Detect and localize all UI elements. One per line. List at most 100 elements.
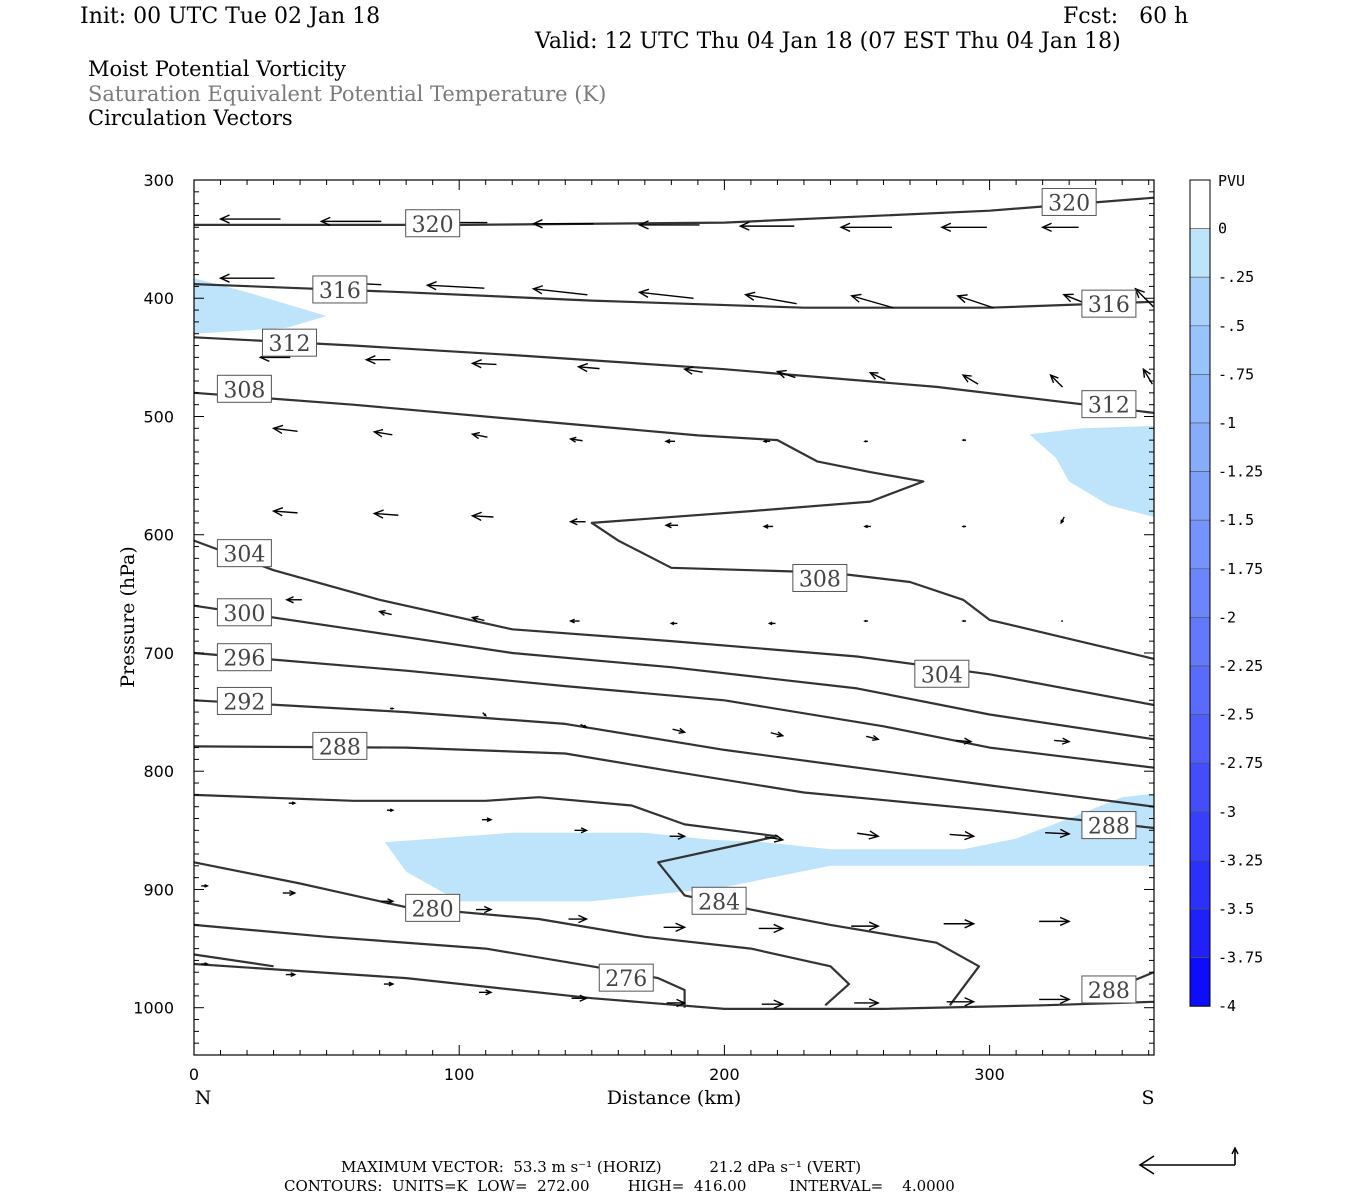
colorbar-band [1189, 665, 1211, 715]
colorbar-band [1189, 617, 1211, 667]
circulation-vector [1040, 222, 1079, 232]
circulation-vector [663, 922, 687, 932]
colorbar-band [1189, 276, 1211, 327]
circulation-vector [743, 291, 797, 305]
init-time: Init: 00 UTC Tue 02 Jan 18 [80, 4, 381, 29]
contour-label: 316 [1081, 289, 1137, 318]
circulation-vector [568, 914, 589, 924]
y-tick-label: 700 [143, 644, 174, 663]
circulation-vector [470, 431, 488, 440]
colorbar-label: -2.75 [1218, 754, 1263, 772]
circulation-vector [672, 727, 687, 734]
circulation-vector [271, 424, 298, 435]
circulation-vector [285, 972, 297, 978]
svg-text:312: 312 [268, 332, 310, 357]
title-line-1: Moist Potential Vorticity [88, 57, 346, 81]
circulation-vector [574, 827, 589, 834]
x-tick-label: 0 [189, 1065, 199, 1084]
colorbar-band [1189, 471, 1211, 521]
circulation-vector [738, 221, 795, 231]
contour-label: 276 [598, 963, 654, 992]
theta-contour-280 [193, 861, 851, 1007]
theta-contour-284 [193, 793, 981, 1006]
circulation-vector [580, 723, 589, 729]
valid-time: Valid: 12 UTC Thu 04 Jan 18 (07 EST Thu … [535, 29, 1121, 54]
colorbar-label: -1.75 [1218, 560, 1263, 578]
circulation-vector [664, 522, 679, 529]
pv-shaded-region [384, 793, 1154, 902]
colorbar: PVU 0 -.25 -.5 -.75 -1 -1.25 -1.5 -1.75 -2 -2.25 -2… [1189, 172, 1263, 1015]
pv-shaded-region [194, 278, 327, 334]
title-line-3: Circulation Vectors [88, 106, 293, 130]
circulation-vector [854, 998, 880, 1008]
circulation-vector [389, 707, 395, 710]
circulation-vector [383, 981, 395, 987]
axis-layer: 300 400 500 600 700 800 900 1000 0 100 200 300 [133, 171, 1154, 1084]
circulation-vector [1054, 737, 1071, 745]
svg-text:316: 316 [1088, 293, 1130, 318]
x-tick-label: 100 [444, 1065, 475, 1084]
contour-label: 320 [1041, 187, 1097, 216]
contour-label: 304 [216, 539, 272, 568]
contour-label: 288 [312, 731, 368, 760]
circulation-vector [1045, 828, 1071, 839]
contour-label-layer: 3203203163163123123083083043043002962922… [216, 187, 1137, 1004]
circulation-vector [669, 832, 687, 840]
svg-text:320: 320 [1048, 191, 1090, 216]
circulation-vector [271, 507, 298, 517]
svg-text:284: 284 [698, 890, 740, 915]
theta-contour-300 [193, 604, 1155, 741]
theta-contour-316 [193, 283, 1155, 309]
colorbar-label: -2 [1218, 608, 1236, 626]
circulation-vector [943, 919, 976, 929]
svg-text:312: 312 [1088, 394, 1130, 419]
circulation-vector [1060, 516, 1065, 525]
circulation-vector [770, 731, 785, 738]
circulation-vector [470, 359, 497, 369]
circulation-vector [637, 288, 694, 300]
circulation-vector [961, 619, 967, 623]
colorbar-label: -1 [1218, 414, 1236, 432]
colorbar-band [1189, 179, 1211, 229]
contour-label: 316 [312, 275, 368, 304]
colorbar-label: -3.25 [1218, 851, 1263, 869]
circulation-vector [1039, 994, 1071, 1005]
theta-contour-292 [193, 699, 1155, 808]
circulation-vector [319, 216, 382, 227]
colorbar-band [1189, 908, 1211, 958]
colorbar-band [1189, 519, 1211, 570]
colorbar-band [1189, 762, 1211, 813]
theta-contour-288 [193, 962, 1155, 1010]
y-tick-label: 1000 [133, 999, 174, 1018]
y-tick-label: 800 [143, 762, 174, 781]
circulation-vector [762, 523, 774, 529]
circulation-vector [568, 618, 580, 624]
circulation-vector [857, 830, 880, 840]
contour-label: 312 [1081, 390, 1137, 419]
circulation-vector [1039, 916, 1071, 927]
circulation-vector [961, 438, 967, 442]
circulation-vector [380, 898, 395, 905]
circulation-vector [372, 509, 399, 519]
colorbar-band [1189, 228, 1211, 278]
circulation-vector [762, 439, 771, 444]
circulation-vector [476, 905, 493, 914]
circulation-vector [288, 801, 297, 805]
circulation-vector [571, 994, 589, 1002]
contour-label: 300 [216, 598, 272, 627]
colorbar-label: -2.25 [1218, 657, 1263, 675]
svg-text:296: 296 [223, 647, 265, 672]
circulation-vector [961, 525, 967, 528]
colorbar-label: -2.5 [1218, 706, 1254, 724]
circulation-vector [764, 834, 785, 843]
contour-label: 312 [261, 328, 317, 357]
colorbar-label: -3.75 [1218, 949, 1263, 967]
reference-vector-icon [1138, 1146, 1239, 1175]
circulation-vector [1142, 367, 1153, 385]
circulation-vector [956, 294, 994, 309]
circulation-vector [282, 889, 297, 897]
circulation-vector [531, 285, 588, 296]
circulation-vector [568, 518, 586, 526]
circulation-vector [482, 817, 493, 823]
